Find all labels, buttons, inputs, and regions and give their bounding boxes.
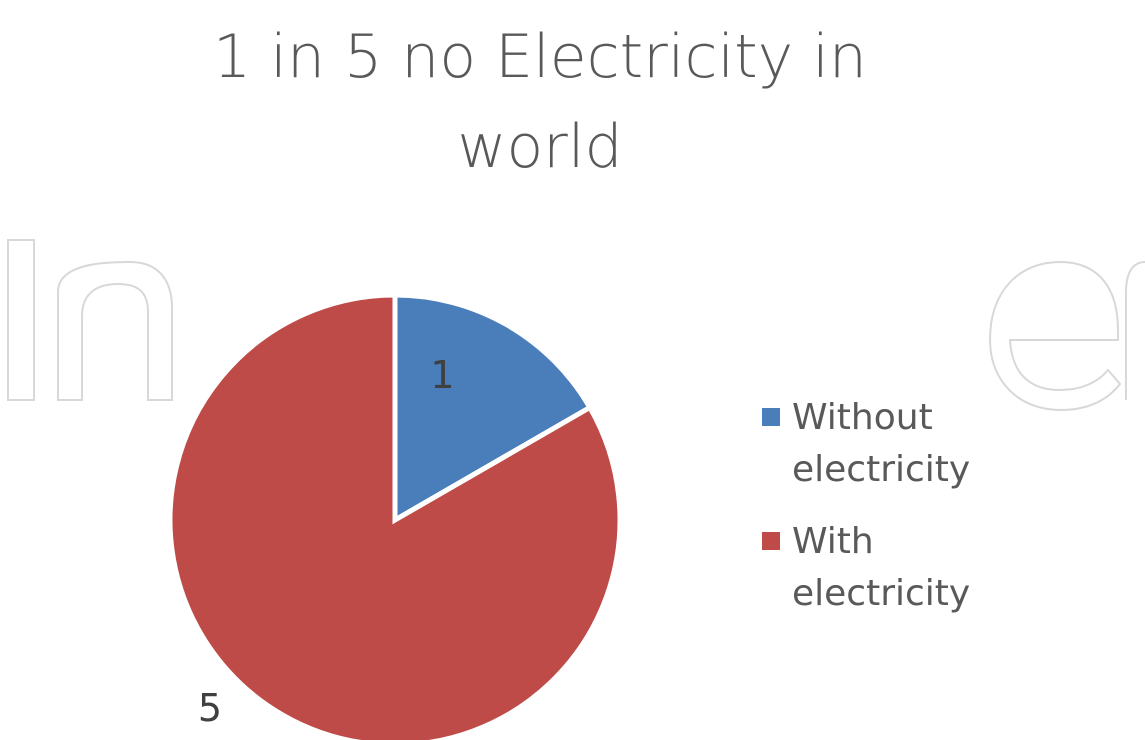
data-label-without-electricity: 1: [430, 353, 454, 397]
watermark-logo: [7, 239, 1145, 412]
legend-swatch-with-electricity: [762, 532, 780, 550]
legend-label-with-electricity: With electricity: [792, 521, 971, 614]
legend-swatch-without-electricity: [762, 408, 780, 426]
pie-group: 15: [167, 292, 623, 740]
legend-item-with-electricity: With electricity: [762, 516, 1022, 620]
pie-slice-without-electricity: [392, 292, 594, 525]
chart-title: 1 in 5 no Electricity in world: [213, 22, 867, 182]
legend-label-without-electricity: Without electricity: [792, 397, 971, 490]
pie-slice-with-electricity: [167, 292, 623, 740]
chart-legend: Without electricity With electricity: [762, 392, 1022, 640]
data-label-with-electricity: 5: [198, 686, 222, 730]
legend-item-without-electricity: Without electricity: [762, 392, 1022, 496]
